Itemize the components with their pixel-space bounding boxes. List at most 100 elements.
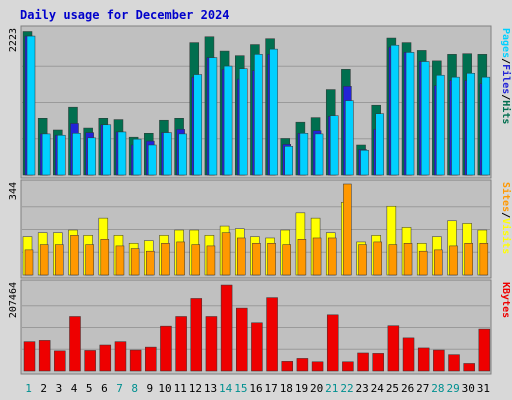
- x-tick-label-day-21: 21: [325, 382, 338, 395]
- bar-kbytes-day-2: [38, 340, 51, 372]
- bar-pages-day-19: [299, 133, 309, 176]
- x-tick-label-day-28: 28: [431, 382, 444, 395]
- bar-pages-day-31: [481, 76, 491, 176]
- bar-sites-day-22: [343, 183, 352, 276]
- x-tick-label-day-22: 22: [340, 382, 353, 395]
- bar-pages-day-5: [87, 137, 96, 176]
- bar-kbytes-day-13: [205, 316, 218, 372]
- bar-kbytes-day-29: [448, 354, 460, 372]
- bar-sites-day-1: [24, 249, 34, 276]
- bar-sites-day-2: [39, 244, 49, 276]
- bar-sites-day-31: [479, 243, 489, 276]
- x-tick-label-day-20: 20: [310, 382, 323, 395]
- legend-entry: Sites: [500, 182, 512, 212]
- bar-kbytes-day-28: [433, 349, 445, 372]
- bar-pages-day-13: [208, 57, 218, 176]
- bar-sites-day-24: [373, 241, 382, 276]
- bar-pages-day-9: [148, 144, 157, 176]
- bar-kbytes-day-5: [84, 350, 96, 372]
- bar-sites-day-16: [252, 243, 261, 276]
- bar-pages-day-8: [132, 138, 142, 176]
- x-tick-label-day-17: 17: [265, 382, 278, 395]
- x-tick-label-day-10: 10: [158, 382, 171, 395]
- bar-pages-day-4: [72, 133, 81, 176]
- bar-kbytes-day-19: [296, 358, 309, 372]
- bar-sites-day-21: [327, 237, 337, 276]
- bar-kbytes-day-14: [220, 284, 233, 372]
- bar-sites-day-28: [434, 249, 443, 276]
- bar-pages-day-7: [117, 131, 127, 176]
- bar-sites-day-19: [297, 239, 307, 276]
- bar-kbytes-day-17: [266, 297, 278, 372]
- bar-kbytes-day-31: [478, 328, 491, 372]
- panel-hits-files-pages: 2223 Pages/Files/Hits: [8, 25, 512, 179]
- bar-pages-day-1: [26, 35, 36, 176]
- bar-kbytes-day-26: [402, 337, 415, 372]
- x-tick-label-day-13: 13: [204, 382, 217, 395]
- bar-kbytes-day-24: [372, 353, 384, 372]
- bar-pages-day-30: [466, 72, 475, 176]
- x-tick-label-day-23: 23: [356, 382, 369, 395]
- bar-sites-day-18: [282, 244, 291, 276]
- bar-kbytes-day-10: [160, 325, 172, 372]
- bar-pages-day-25: [390, 44, 400, 176]
- bar-sites-day-12: [191, 244, 201, 276]
- bar-kbytes-day-25: [387, 325, 400, 372]
- bar-kbytes-day-23: [357, 352, 369, 372]
- bar-kbytes-day-8: [129, 349, 142, 372]
- x-tick-label-day-3: 3: [56, 382, 63, 395]
- bar-sites-day-7: [115, 245, 125, 276]
- bar-pages-day-27: [420, 61, 430, 176]
- bar-pages-day-16: [254, 54, 263, 176]
- chart-title: Daily usage for December 2024: [20, 8, 230, 22]
- bar-sites-day-8: [130, 248, 140, 276]
- x-tick-label-day-25: 25: [386, 382, 399, 395]
- bar-sites-day-30: [464, 243, 473, 276]
- bar-pages-day-12: [193, 74, 203, 176]
- bar-sites-day-9: [146, 250, 155, 276]
- bar-kbytes-day-27: [417, 347, 430, 372]
- x-tick-label-day-11: 11: [174, 382, 187, 395]
- bar-pages-day-23: [360, 149, 369, 176]
- bar-sites-day-29: [449, 245, 458, 276]
- x-tick-label-day-18: 18: [280, 382, 293, 395]
- x-tick-label-day-6: 6: [101, 382, 108, 395]
- bar-pages-day-20: [314, 133, 324, 176]
- panel-max-label: 207464: [8, 282, 19, 318]
- bar-pages-day-2: [41, 133, 51, 176]
- panel-max-label: 2223: [8, 28, 19, 52]
- bar-pages-day-26: [405, 52, 415, 176]
- x-tick-label-day-8: 8: [131, 382, 138, 395]
- bar-sites-day-23: [358, 244, 367, 276]
- bar-sites-day-27: [418, 250, 428, 276]
- bar-sites-day-14: [221, 232, 231, 276]
- legend-entry: /: [500, 212, 511, 218]
- bar-sites-day-26: [403, 243, 413, 276]
- bar-kbytes-day-15: [236, 307, 248, 372]
- bar-sites-day-20: [312, 237, 322, 276]
- legend-entry: /: [500, 94, 511, 100]
- bar-kbytes-day-18: [281, 361, 293, 372]
- bar-sites-day-10: [161, 243, 170, 276]
- bar-pages-day-11: [178, 133, 187, 176]
- x-tick-label-day-2: 2: [40, 382, 47, 395]
- bar-pages-day-6: [102, 124, 112, 176]
- bar-pages-day-18: [284, 146, 293, 176]
- bar-kbytes-day-7: [114, 341, 127, 372]
- x-tick-label-day-9: 9: [147, 382, 154, 395]
- x-tick-label-day-1: 1: [25, 382, 32, 395]
- bar-pages-day-29: [451, 76, 460, 176]
- x-tick-label-day-4: 4: [71, 382, 78, 395]
- bar-pages-day-3: [57, 134, 66, 176]
- bar-pages-day-21: [329, 115, 339, 176]
- x-tick-label-day-15: 15: [234, 382, 247, 395]
- x-tick-label-day-31: 31: [477, 382, 490, 395]
- x-tick-label-day-5: 5: [86, 382, 93, 395]
- bar-sites-day-3: [55, 244, 64, 276]
- panel-max-label: 344: [8, 182, 19, 200]
- bar-pages-day-15: [239, 68, 248, 176]
- bar-sites-day-5: [85, 244, 94, 276]
- x-tick-label-day-27: 27: [416, 382, 429, 395]
- x-tick-label-day-12: 12: [189, 382, 202, 395]
